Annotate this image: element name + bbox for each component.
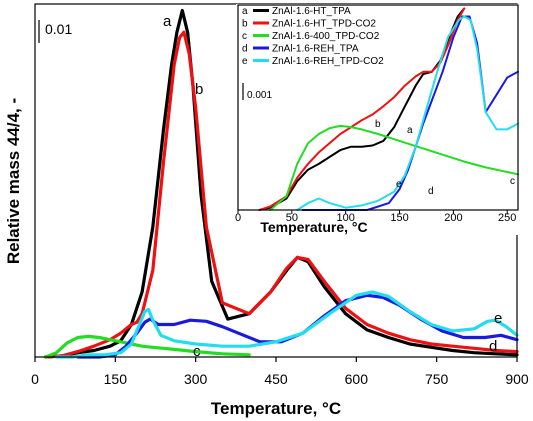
inset-background xyxy=(236,4,519,235)
legend-item-letter: a xyxy=(242,6,248,17)
inset-series-b xyxy=(258,7,466,211)
main-y-axis-title: Relative mass 44/4, - xyxy=(4,98,23,264)
inset-x-tick-label: 250 xyxy=(498,212,516,224)
main-x-tick-label: 450 xyxy=(264,371,288,387)
main-series-b xyxy=(44,30,519,359)
legend-item-letter: d xyxy=(242,44,248,55)
legend-item-name: ZnAl-1.6-400_TPD-CO2 xyxy=(272,31,380,42)
main-series-a xyxy=(44,8,519,359)
legend-item-letter: c xyxy=(242,31,247,42)
main-x-tick-label: 750 xyxy=(425,371,449,387)
main-x-tick-label: 600 xyxy=(345,371,369,387)
legend-item-name: ZnAl-1.6-REH_TPA xyxy=(272,44,359,55)
curve-label-d: d xyxy=(489,338,497,355)
curve-label-e: e xyxy=(494,310,502,327)
main-chart: 0 150 300 450 600 750 900 0.01 Temperature, °C… xyxy=(4,3,529,418)
inset-curve-label-d: d xyxy=(428,186,434,197)
inset-scale-bar-label: 0.001 xyxy=(247,90,272,101)
inset-series-a xyxy=(258,7,466,211)
main-x-tick-label: 0 xyxy=(31,371,39,387)
main-x-axis-title: Temperature, °C xyxy=(211,399,341,418)
inset-chart: 0 50 100 150 200 250 0.001 Temperature, °C a Z… xyxy=(235,4,519,235)
main-x-ticks: 0 150 300 450 600 750 900 xyxy=(31,357,529,387)
legend-item-name: ZnAl-1.6-REH_TPD-CO2 xyxy=(272,56,384,67)
legend-item-name: ZnAl-1.6-HT_TPA xyxy=(272,6,351,17)
inset-series-d xyxy=(301,15,519,211)
inset-x-tick-label: 150 xyxy=(390,212,408,224)
inset-curve-label-c: c xyxy=(510,176,515,187)
inset-x-ticks: 0 50 100 150 200 250 xyxy=(235,210,516,224)
legend-item-letter: b xyxy=(242,19,248,30)
inset-curve-label-a: a xyxy=(407,125,413,136)
curve-label-b: b xyxy=(195,81,203,98)
inset-series-e xyxy=(296,15,519,211)
main-series-group xyxy=(44,8,519,359)
legend-item-letter: e xyxy=(242,56,248,67)
inset-x-axis-title: Temperature, °C xyxy=(260,219,367,235)
inset-x-tick-label: 0 xyxy=(235,212,241,224)
curve-label-a: a xyxy=(163,13,172,30)
legend-item-name: ZnAl-1.6-HT_TPD-CO2 xyxy=(272,19,376,30)
inset-curve-label-e: e xyxy=(396,179,402,190)
main-scale-bar-label: 0.01 xyxy=(45,21,72,37)
main-x-tick-label: 300 xyxy=(184,371,208,387)
inset-x-tick-label: 50 xyxy=(286,212,298,224)
main-x-tick-label: 900 xyxy=(505,371,529,387)
inset-series-group xyxy=(258,7,519,211)
main-x-tick-label: 150 xyxy=(104,371,128,387)
main-series-e xyxy=(54,290,519,359)
curve-label-c: c xyxy=(193,343,201,360)
inset-series-c xyxy=(269,124,519,211)
inset-curve-label-b: b xyxy=(375,119,381,130)
inset-x-tick-label: 200 xyxy=(444,212,462,224)
main-series-c xyxy=(44,334,251,359)
inset-plot-frame xyxy=(237,4,519,211)
inset-x-tick-label: 100 xyxy=(337,212,355,224)
